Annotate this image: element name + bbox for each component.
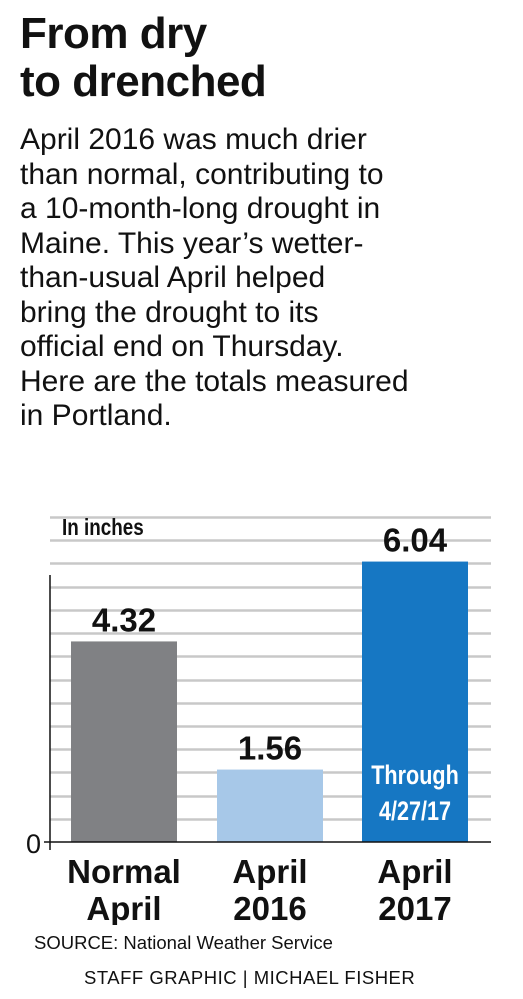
bar-3 [362,561,468,842]
value-label-2: 1.56 [238,730,302,767]
category-label: Normal [67,853,181,890]
unit-label: In inches [62,515,144,540]
headline-title: From dry to drenched [20,10,510,106]
category-label: April [232,853,307,890]
value-label-1: 4.32 [92,601,156,638]
description-line: official end on Thursday. [20,330,344,363]
source-note: SOURCE: National Weather Service [34,932,333,953]
bar-2 [217,769,323,842]
y-tick-label: 0 [26,829,41,859]
category-label: 2016 [233,890,306,925]
category-label: April [377,853,452,890]
description-line: April 2016 was much drier [20,123,367,156]
description-line: bring the drought to its [20,295,319,329]
description-line: than normal, contributing to [20,157,384,191]
value-label-3: 6.04 [383,522,448,559]
bar-1 [71,641,177,842]
description-line: in Portland. [20,399,172,432]
category-label: 2017 [378,890,451,925]
description-line: Here are the totals measured [20,364,409,398]
description-line: a 10-month-long drought in [20,192,381,225]
staff-credit: STAFF GRAPHIC | MICHAEL FISHER [84,967,416,988]
category-label: April [86,890,161,925]
rainfall-bar-chart: In inches4.32NormalApril1.56April20166.0… [26,515,491,925]
bar-annotation-line: Through [371,761,459,791]
bar-annotation-line: 4/27/17 [379,797,451,827]
description-line: Maine. This year’s wetter- [20,226,364,260]
chart-description: April 2016 was much drier than normal, c… [20,123,515,434]
headline-title-line: to drenched [20,57,267,106]
description-line: than-usual April helped [20,261,326,294]
headline-title-line: From dry [20,9,207,58]
